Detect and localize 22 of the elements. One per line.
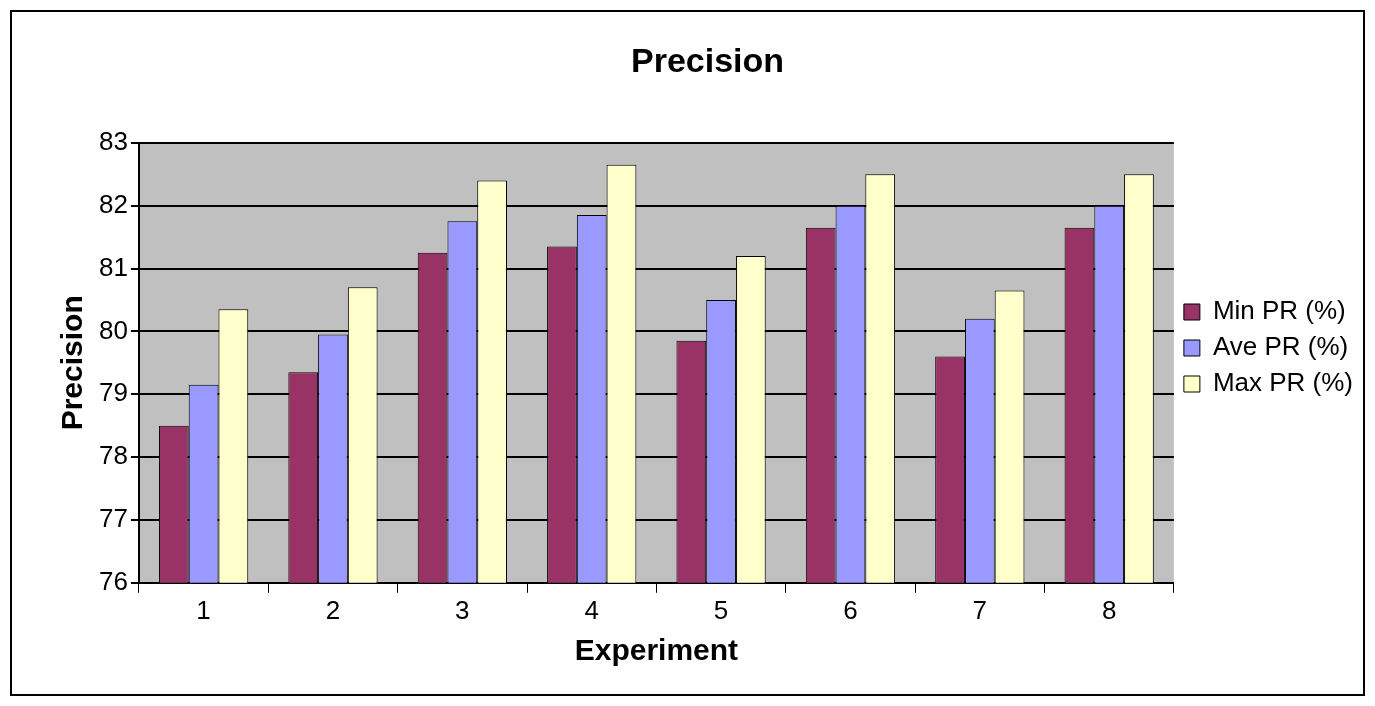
x-tick-label: 4 bbox=[584, 594, 599, 625]
x-tick-label: 5 bbox=[713, 594, 729, 625]
legend-label: Ave PR (%) bbox=[1212, 331, 1349, 362]
chart-title: Precision bbox=[630, 40, 785, 79]
x-tick-label: 3 bbox=[455, 594, 470, 625]
x-tick-label: 1 bbox=[196, 594, 211, 625]
y-tick-label: 79 bbox=[99, 377, 128, 408]
y-tick-label: 76 bbox=[99, 565, 128, 596]
x-tick-label: 2 bbox=[325, 594, 341, 625]
legend-label: Max PR (%) bbox=[1212, 367, 1354, 398]
y-tick-label: 78 bbox=[99, 440, 128, 471]
x-axis-title: Experiment bbox=[574, 633, 739, 667]
y-axis-title: Precision bbox=[55, 295, 89, 431]
x-tick-label: 6 bbox=[843, 594, 858, 625]
y-tick-label: 83 bbox=[99, 125, 128, 156]
y-tick-label: 80 bbox=[99, 314, 128, 345]
y-tick-label: 81 bbox=[99, 251, 128, 282]
legend-label: Min PR (%) bbox=[1212, 295, 1346, 326]
x-tick-label: 7 bbox=[972, 594, 988, 625]
x-tick-label: 8 bbox=[1101, 594, 1117, 625]
y-tick-label: 77 bbox=[99, 503, 128, 534]
y-tick-label: 82 bbox=[99, 188, 128, 219]
